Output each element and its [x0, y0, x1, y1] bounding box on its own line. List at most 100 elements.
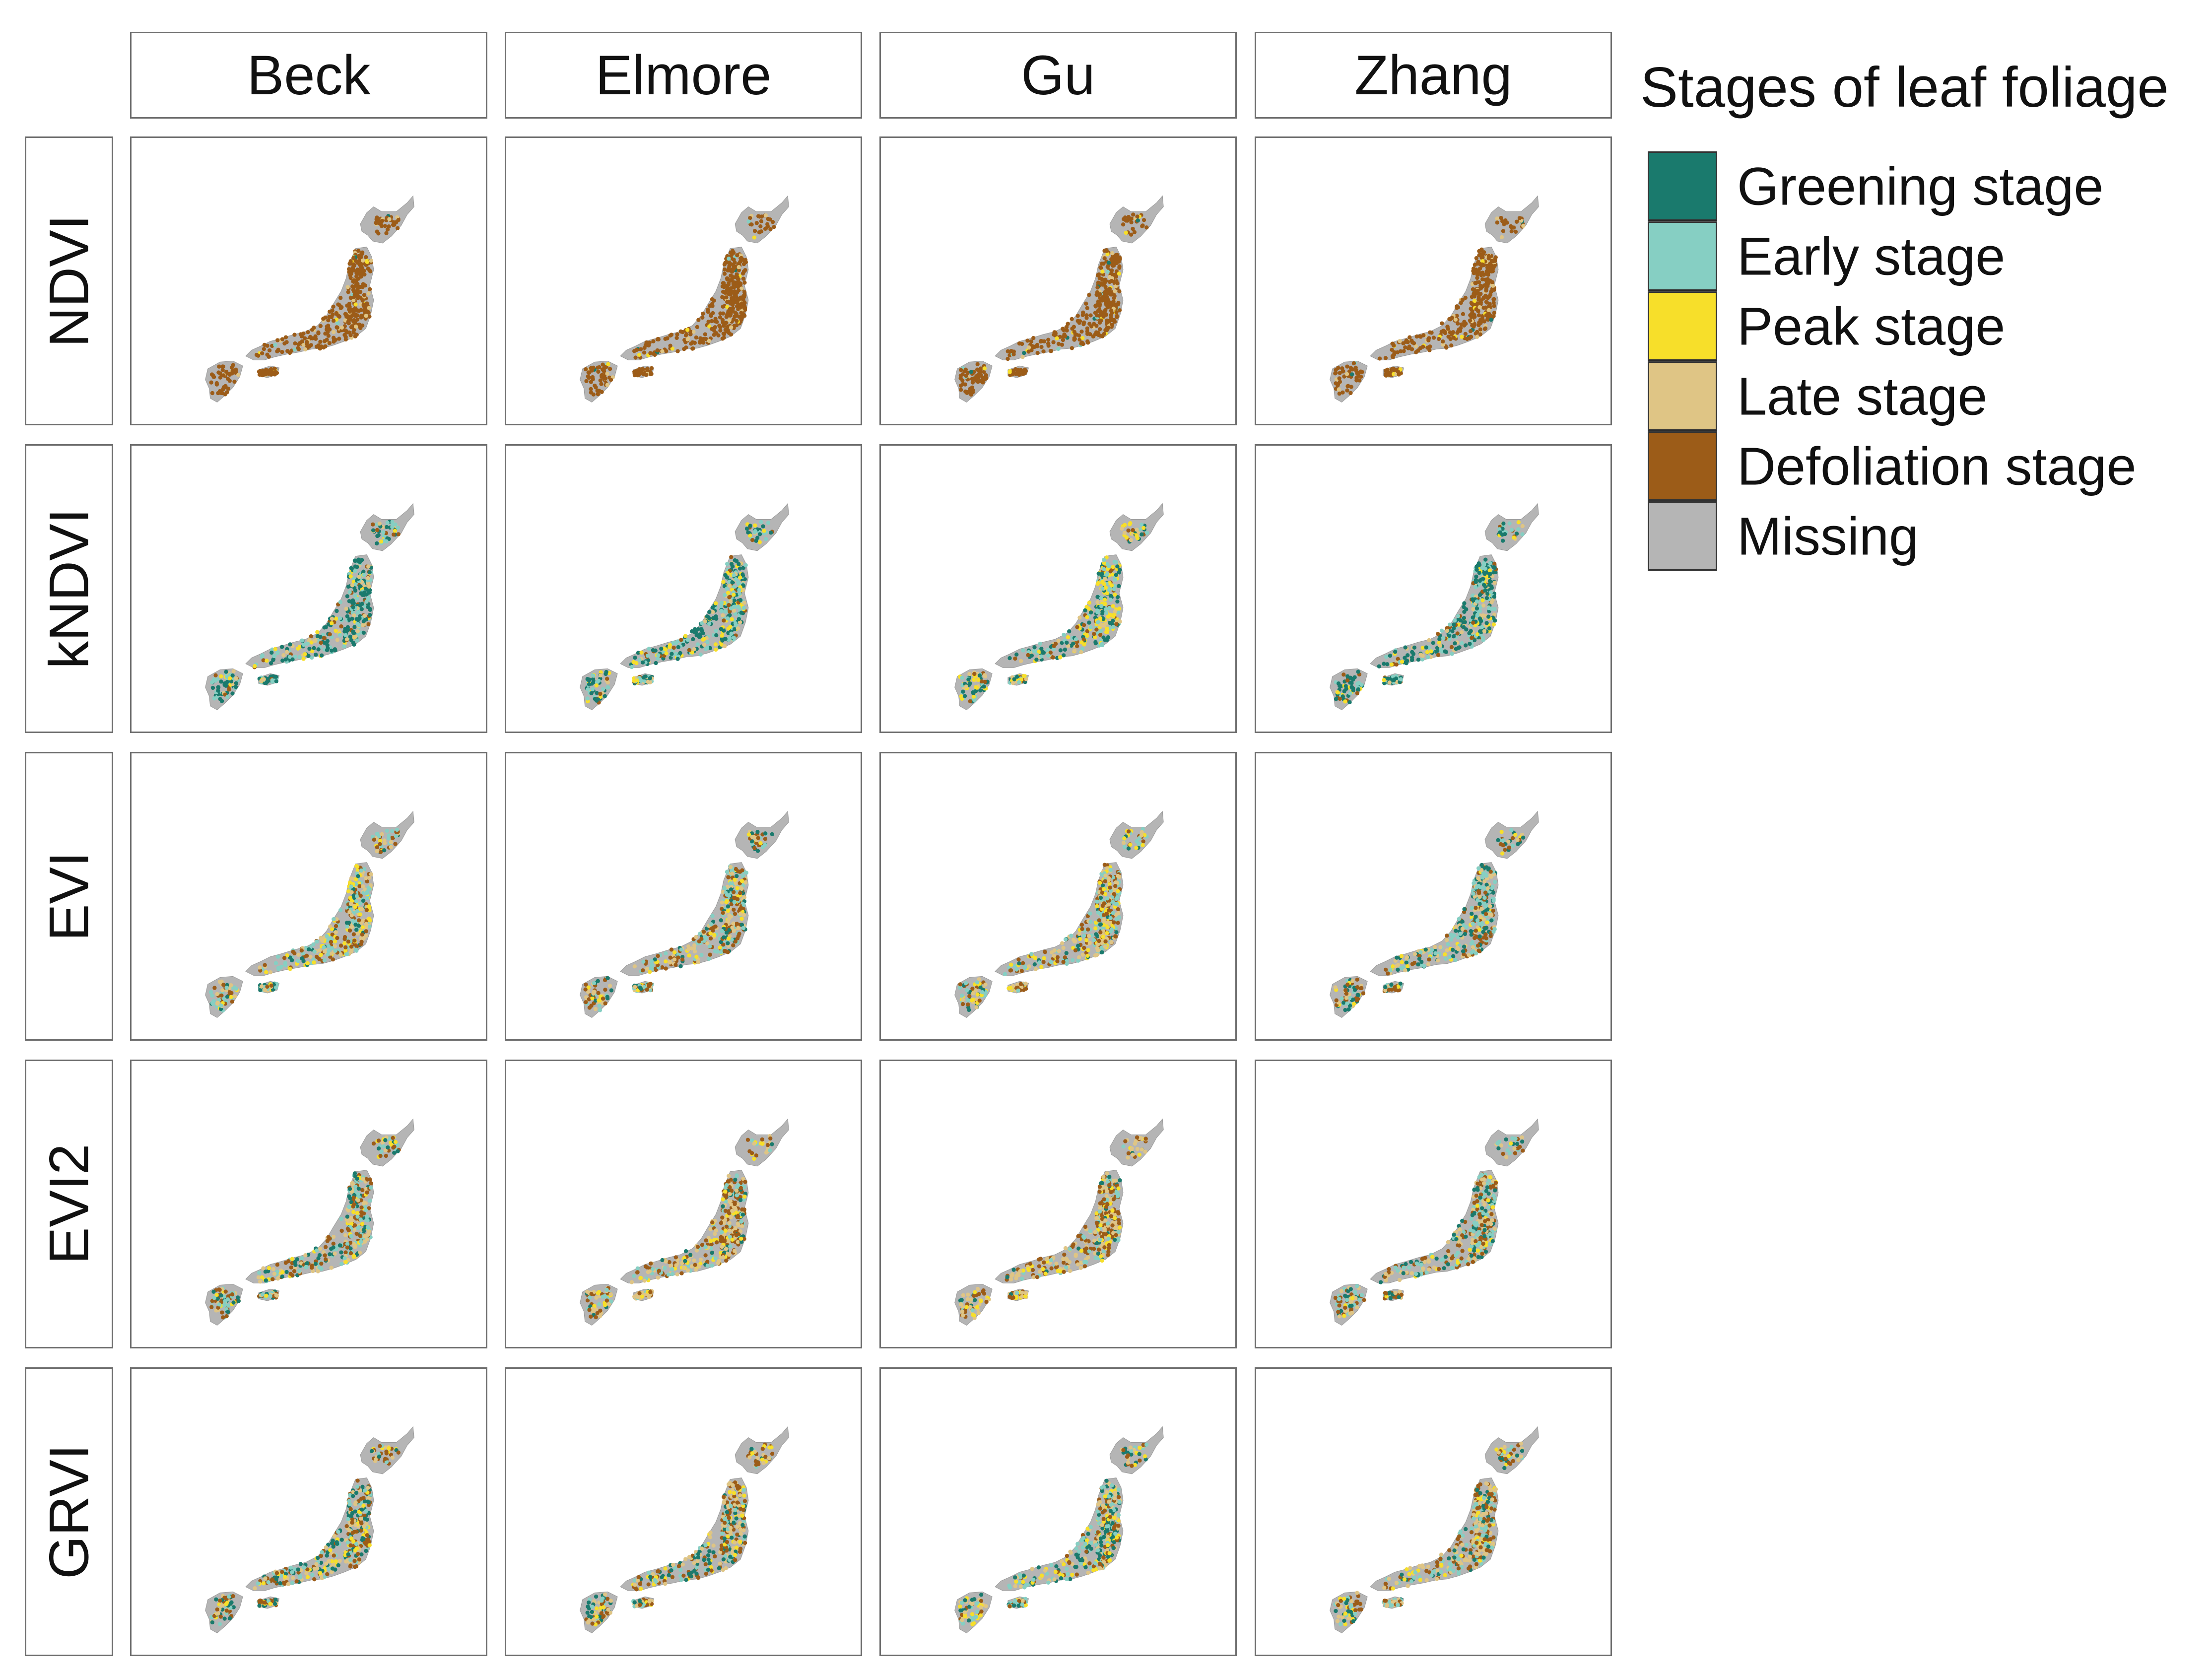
site-point: [714, 628, 719, 633]
site-point: [1073, 333, 1078, 337]
site-point: [1418, 346, 1423, 350]
site-point: [342, 941, 347, 945]
site-point: [371, 528, 376, 533]
site-point: [1454, 647, 1458, 651]
site-point: [314, 954, 319, 959]
site-point: [333, 948, 337, 953]
site-point: [721, 613, 725, 618]
site-point: [1514, 532, 1519, 536]
site-point: [977, 379, 982, 384]
site-point: [1358, 369, 1363, 374]
column-header-zhang: Zhang: [1255, 32, 1612, 119]
site-point: [735, 886, 739, 890]
site-point: [1403, 645, 1408, 650]
site-point: [209, 372, 214, 377]
site-point: [967, 671, 972, 676]
site-point: [1055, 336, 1059, 340]
site-point: [1462, 625, 1466, 629]
site-point: [1452, 626, 1456, 631]
site-point: [723, 573, 728, 578]
site-point: [345, 952, 349, 956]
site-point: [351, 601, 356, 605]
site-point: [739, 886, 744, 891]
site-point: [1101, 567, 1106, 571]
site-point: [331, 957, 335, 962]
site-point: [1449, 645, 1454, 650]
site-point: [1088, 911, 1092, 916]
site-point: [1066, 322, 1070, 326]
site-point: [725, 892, 730, 897]
site-point: [349, 271, 353, 276]
site-point: [722, 935, 726, 939]
site-point: [1103, 602, 1108, 606]
site-point: [982, 673, 987, 677]
site-point: [210, 391, 215, 396]
site-point: [1103, 944, 1108, 949]
site-point: [727, 602, 731, 607]
site-point: [365, 896, 370, 900]
site-point: [233, 994, 237, 999]
site-point: [1359, 682, 1364, 687]
site-point: [1138, 527, 1142, 532]
site-point: [1093, 640, 1098, 645]
site-point: [1482, 560, 1486, 565]
site-point: [1098, 616, 1103, 621]
site-point: [1102, 598, 1107, 602]
site-point: [1124, 535, 1129, 540]
site-point: [1410, 340, 1415, 345]
site-point: [1131, 212, 1136, 217]
site-point: [221, 983, 226, 987]
site-point: [312, 326, 316, 330]
site-point: [707, 609, 712, 614]
site-point: [356, 618, 360, 622]
site-point: [391, 532, 396, 537]
site-point: [1018, 659, 1023, 664]
site-point: [671, 645, 676, 650]
site-point: [354, 864, 359, 869]
site-point: [1094, 313, 1099, 318]
site-point: [332, 330, 336, 335]
site-point: [292, 333, 297, 337]
site-point: [1052, 644, 1056, 648]
site-point: [335, 312, 339, 316]
site-point: [737, 262, 741, 266]
site-point: [1491, 283, 1495, 288]
site-point: [353, 324, 358, 329]
site-point: [1072, 649, 1077, 653]
site-point: [389, 845, 393, 850]
site-point: [272, 366, 277, 371]
site-point: [1489, 318, 1493, 322]
site-point: [738, 891, 742, 895]
site-point: [1337, 387, 1341, 392]
site-point: [737, 617, 741, 621]
site-point: [381, 530, 386, 535]
site-point: [349, 884, 353, 889]
site-point: [725, 562, 730, 566]
site-point: [1474, 585, 1478, 590]
site-point: [354, 274, 359, 279]
site-point: [743, 563, 748, 568]
site-point: [297, 655, 302, 660]
site-point: [637, 658, 642, 662]
site-point: [268, 367, 273, 372]
site-point: [603, 376, 607, 381]
site-point: [343, 945, 348, 950]
site-point: [733, 939, 738, 944]
site-point: [305, 344, 310, 349]
site-point: [1455, 314, 1459, 318]
site-point: [361, 258, 365, 263]
site-point: [1117, 271, 1122, 276]
site-point: [637, 352, 642, 357]
site-point: [722, 948, 727, 953]
site-point: [633, 355, 638, 360]
site-point: [362, 613, 367, 618]
site-point: [1135, 214, 1140, 219]
site-point: [1348, 691, 1352, 696]
site-point: [1489, 600, 1494, 604]
site-point: [318, 948, 322, 952]
site-point: [1492, 311, 1496, 315]
site-point: [728, 881, 733, 885]
site-point: [1488, 590, 1493, 595]
site-point: [1060, 342, 1065, 347]
site-point: [733, 621, 738, 626]
